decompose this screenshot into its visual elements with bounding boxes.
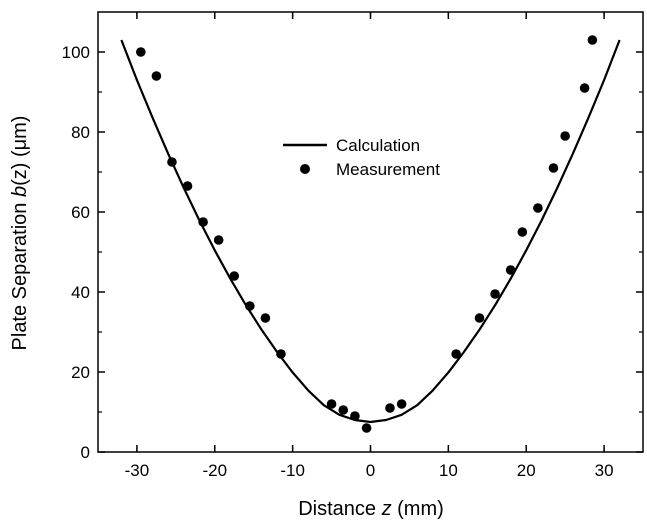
x-axis-label: Distance z (mm) bbox=[298, 498, 444, 520]
measurement-point bbox=[548, 163, 559, 173]
y-tick-label: 60 bbox=[71, 203, 90, 222]
measurement-point bbox=[517, 227, 528, 237]
x-tick-label: 30 bbox=[595, 461, 614, 480]
axes: -30 -20 -10 0 10 20 30 0 20 40 60 80 100 bbox=[62, 11, 644, 480]
x-tick-label: -10 bbox=[280, 461, 305, 480]
measurement-point bbox=[361, 423, 372, 433]
plot-area bbox=[120, 35, 621, 433]
measurement-point bbox=[396, 399, 407, 409]
measurement-point bbox=[260, 313, 271, 323]
plot-frame bbox=[97, 11, 644, 453]
y-tick-label: 0 bbox=[81, 443, 90, 462]
y-tick-label: 20 bbox=[71, 363, 90, 382]
measurement-point bbox=[338, 405, 349, 415]
x-tick-label: 10 bbox=[439, 461, 458, 480]
y-tick-label: 40 bbox=[71, 283, 90, 302]
measurement-point bbox=[326, 399, 337, 409]
measurement-point bbox=[276, 349, 286, 359]
measurement-point bbox=[350, 411, 360, 421]
measurement-point bbox=[451, 349, 461, 359]
x-tick-label: -20 bbox=[202, 461, 227, 480]
measurement-point bbox=[385, 403, 395, 413]
measurement-point bbox=[151, 71, 162, 81]
x-tick-label: -30 bbox=[125, 461, 150, 480]
x-tick-label: 20 bbox=[517, 461, 536, 480]
calculation-curve bbox=[120, 39, 621, 424]
measurement-point bbox=[167, 157, 177, 167]
measurement-point bbox=[560, 131, 570, 141]
measurement-point bbox=[505, 265, 516, 275]
legend-label-measurement: Measurement bbox=[336, 160, 440, 179]
measurement-point bbox=[229, 271, 240, 281]
legend: Calculation Measurement bbox=[283, 136, 440, 179]
measurement-point bbox=[245, 301, 255, 311]
legend-label-calculation: Calculation bbox=[336, 136, 420, 155]
measurement-point bbox=[587, 35, 598, 45]
y-tick-label: 100 bbox=[62, 43, 90, 62]
measurement-point bbox=[136, 47, 146, 57]
measurement-point bbox=[213, 235, 224, 245]
measurement-point bbox=[579, 83, 590, 93]
measurement-point bbox=[182, 181, 193, 191]
measurement-point bbox=[474, 313, 485, 323]
measurement-point bbox=[198, 217, 208, 227]
legend-marker-swatch bbox=[300, 164, 310, 174]
measurement-point bbox=[490, 289, 500, 299]
measurement-point bbox=[533, 203, 543, 213]
y-tick-label: 80 bbox=[71, 123, 90, 142]
x-tick-label: 0 bbox=[366, 461, 375, 480]
y-axis-label: Plate Separation b(z) (μm) bbox=[9, 116, 31, 351]
